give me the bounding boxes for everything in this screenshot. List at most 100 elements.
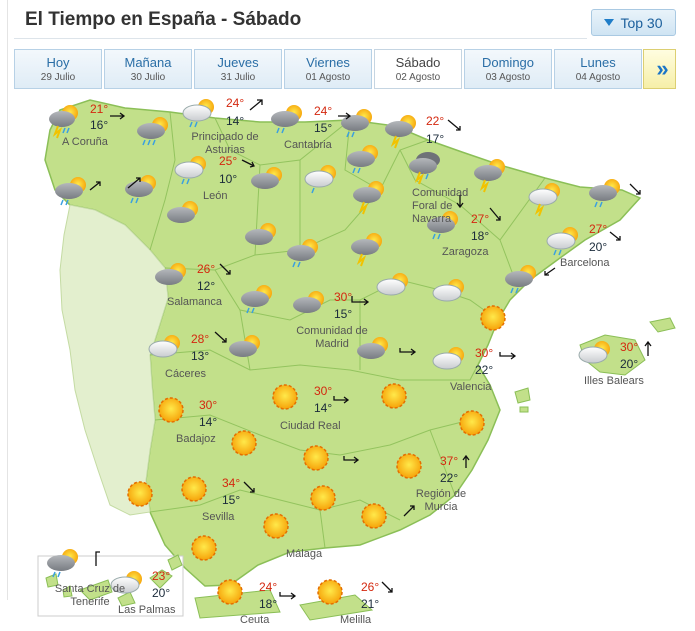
temp-max: 21° — [90, 102, 109, 116]
partly-cloudy-icon — [229, 335, 260, 357]
city-label[interactable]: Comunidad Foral de Navarra — [412, 187, 469, 225]
temp-max: 24° — [226, 96, 245, 110]
storm-cloud-icon — [353, 181, 384, 215]
city-label[interactable]: Cantabria — [284, 139, 332, 151]
ceuta-shape — [194, 589, 281, 619]
tab-day: Viernes — [306, 55, 350, 70]
wind-arrows — [89, 99, 652, 600]
tab-date: 02 Agosto — [395, 72, 441, 83]
sunny-icon — [191, 535, 217, 561]
city-label[interactable]: Santa Cruz de Tenerife — [54, 583, 126, 608]
wind-arrow-icon — [343, 456, 360, 464]
city-label[interactable]: León — [203, 190, 228, 202]
partly-cloudy-icon — [357, 337, 388, 359]
storm-cloud-icon — [409, 152, 440, 185]
canary-island-shape — [117, 591, 136, 607]
page-title: El Tiempo en España - Sábado — [25, 9, 302, 30]
temp-min: 14° — [226, 114, 245, 128]
tab-manana[interactable]: Mañana 30 Julio — [104, 49, 192, 89]
storm-cloud-icon — [474, 159, 505, 193]
cloud-rain-icon — [505, 265, 536, 294]
sunny-icon — [231, 430, 257, 456]
cloud-rain-icon — [47, 549, 78, 578]
storm-cloud-icon — [49, 105, 78, 139]
tab-sabado[interactable]: Sábado 02 Agosto — [374, 49, 462, 89]
canary-island-shape — [62, 585, 73, 598]
city-label[interactable]: Badajoz — [176, 433, 216, 445]
temp-min: 15° — [222, 493, 241, 507]
tab-date: 03 Agosto — [485, 72, 531, 83]
canary-island-shape — [167, 554, 183, 571]
tab-domingo[interactable]: Domingo 03 Agosto — [464, 49, 552, 89]
sunny-icon — [263, 513, 289, 539]
wind-arrow-icon — [629, 183, 641, 195]
partly-cloudy-icon — [245, 223, 276, 245]
wind-arrow-icon — [89, 181, 101, 191]
city-label[interactable]: Valencia — [450, 381, 492, 393]
city-label[interactable]: Sevilla — [202, 511, 235, 523]
tab-day: Lunes — [580, 55, 616, 70]
city-label[interactable]: Las Palmas — [118, 604, 176, 616]
storm-cloud-icon — [351, 233, 382, 267]
cloud-rain-icon — [174, 156, 206, 185]
storm-cloud-icon — [385, 115, 416, 149]
tab-hoy[interactable]: Hoy 29 Julio — [14, 49, 102, 89]
city-label[interactable]: Principado de Asturias — [191, 131, 259, 156]
tab-day: Mañana — [124, 55, 172, 70]
partly-cloudy-icon — [148, 335, 180, 358]
top-30-button[interactable]: Top 30 — [591, 9, 676, 36]
city-label[interactable]: Región de Murcia — [415, 488, 467, 513]
temp-min: 20° — [589, 240, 608, 254]
partly-cloudy-icon — [110, 571, 142, 594]
cloud-rain-icon — [341, 109, 372, 138]
wind-arrow-icon — [351, 296, 370, 306]
wind-arrow-icon — [249, 99, 263, 111]
wind-arrow-icon — [243, 481, 255, 493]
city-label[interactable]: Illes Balears — [584, 375, 644, 387]
temp-max: 27° — [589, 222, 608, 236]
sunny-icon — [217, 579, 243, 605]
formentera-shape — [519, 406, 529, 413]
city-label[interactable]: Cáceres — [165, 368, 206, 380]
temp-max: 27° — [471, 212, 490, 226]
city-label[interactable]: Barcelona — [560, 257, 610, 269]
tab-date: 04 Agosto — [575, 72, 621, 83]
temp-max: 30° — [475, 346, 494, 360]
temp-max: 24° — [314, 104, 333, 118]
wind-arrow-icon — [127, 177, 141, 189]
temp-max: 30° — [199, 398, 218, 412]
next-days-button[interactable]: » — [643, 49, 676, 89]
sunny-icon — [158, 397, 184, 423]
sunny-icon — [127, 481, 153, 507]
temp-max: 26° — [197, 262, 216, 276]
cloud-rain-icon — [182, 99, 214, 128]
dropdown-triangle-icon — [604, 19, 615, 26]
city-label[interactable]: Ceuta — [240, 614, 270, 626]
temp-max: 30° — [334, 290, 353, 304]
wind-arrow-icon — [499, 352, 517, 360]
temp-max: 28° — [191, 332, 210, 346]
tab-lunes[interactable]: Lunes 04 Agosto — [554, 49, 642, 89]
sunny-icon — [459, 410, 485, 436]
city-label[interactable]: Málaga — [286, 548, 323, 560]
city-label[interactable]: Salamanca — [167, 296, 223, 308]
city-label[interactable]: A Coruña — [62, 136, 108, 148]
temp-min: 22° — [475, 363, 494, 377]
ibiza-shape — [514, 387, 531, 404]
city-label[interactable]: Comunidad de Madrid — [296, 325, 368, 350]
wind-arrow-icon — [95, 551, 100, 566]
tab-viernes[interactable]: Viernes 01 Agosto — [284, 49, 372, 89]
temp-min: 17° — [426, 132, 445, 146]
canary-island-shape — [45, 573, 59, 588]
wind-arrow-icon — [403, 505, 415, 517]
wind-arrow-icon — [279, 592, 297, 600]
tab-jueves[interactable]: Jueves 31 Julio — [194, 49, 282, 89]
city-label[interactable]: Zaragoza — [442, 246, 489, 258]
city-label[interactable]: Melilla — [340, 614, 372, 626]
temp-min: 15° — [314, 121, 333, 135]
city-label[interactable]: Ciudad Real — [280, 420, 341, 432]
wind-arrow-icon — [447, 119, 461, 131]
temp-max: 34° — [222, 476, 241, 490]
partly-cloudy-icon — [376, 273, 408, 296]
